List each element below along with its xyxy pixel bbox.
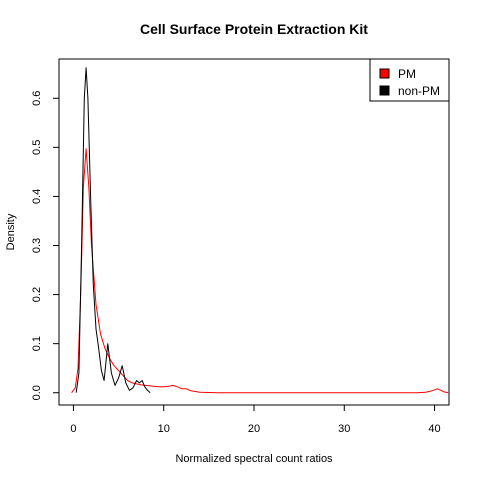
- plot-frame: [58, 58, 450, 406]
- y-tick-label: 0.2: [31, 287, 43, 302]
- y-tick-label: 0.5: [31, 140, 43, 155]
- legend: PM non-PM: [369, 58, 450, 102]
- y-tick-label: 0.6: [31, 91, 43, 106]
- y-tick-label: 0.3: [31, 238, 43, 253]
- plot-area: [58, 58, 450, 406]
- series-line-pm: [71, 148, 449, 394]
- x-tick-label: 40: [428, 423, 440, 435]
- x-tick-label: 10: [158, 423, 170, 435]
- y-axis-label: Density: [5, 213, 17, 250]
- x-tick-label: 0: [70, 423, 76, 435]
- series-line-non-pm: [75, 67, 151, 394]
- x-axis-label: Normalized spectral count ratios: [175, 453, 333, 465]
- chart-title: Cell Surface Protein Extraction Kit: [140, 21, 368, 37]
- legend-label: PM: [398, 67, 416, 81]
- y-axis: 0.0 0.1 0.2 0.3 0.4 0.5 0.6: [31, 91, 60, 400]
- legend-swatch: [379, 68, 390, 79]
- y-tick-label: 0.4: [31, 189, 43, 204]
- x-axis: 0 10 20 30 40: [70, 404, 441, 435]
- y-tick-label: 0.0: [31, 385, 43, 400]
- x-tick-label: 30: [338, 423, 350, 435]
- legend-label: non-PM: [398, 84, 440, 98]
- y-tick-label: 0.1: [31, 336, 43, 351]
- legend-swatch: [379, 85, 390, 96]
- x-tick-label: 20: [248, 423, 260, 435]
